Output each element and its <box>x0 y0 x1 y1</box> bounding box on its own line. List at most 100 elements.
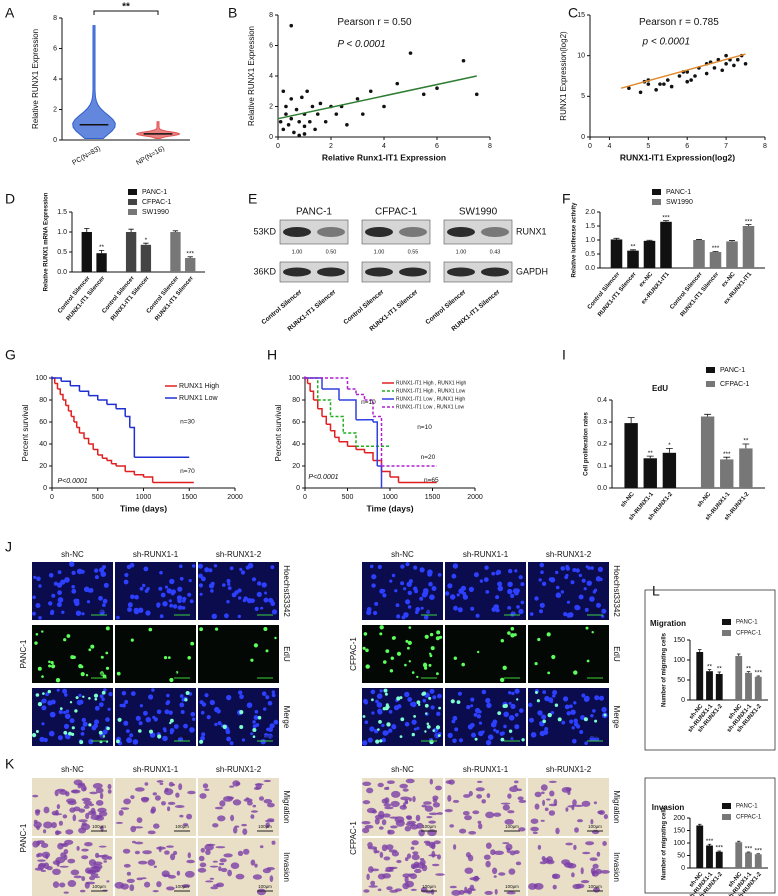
column-header: sh-RUNX1-2 <box>216 765 262 774</box>
cell-dot <box>159 570 163 575</box>
error-bar <box>98 250 105 254</box>
cell-dot <box>94 719 99 725</box>
bar <box>706 671 713 700</box>
cell-dot <box>32 595 36 600</box>
cell-dot <box>253 715 259 720</box>
cell-dot <box>573 718 578 723</box>
cell-blob <box>232 780 240 787</box>
cell-blob <box>591 870 595 877</box>
error-bar <box>736 840 741 843</box>
cell-dot <box>102 734 106 738</box>
cell-blob <box>459 828 467 834</box>
cell-blob <box>186 859 195 864</box>
blot-band <box>317 227 345 237</box>
bar <box>140 244 152 272</box>
cell-dot <box>261 582 267 588</box>
protein-label: GAPDH <box>516 266 548 276</box>
cell-blob <box>589 857 598 861</box>
cell-blob <box>428 820 437 824</box>
cell-dot <box>400 717 405 722</box>
cell-blob <box>419 859 426 866</box>
y-axis-label: Percent survival <box>21 404 30 461</box>
cell-dot <box>426 725 431 729</box>
error-bar <box>704 413 712 417</box>
cell-blob <box>561 787 571 793</box>
cell-blob <box>408 797 412 802</box>
cell-dot <box>148 694 154 700</box>
cell-dot <box>570 709 576 715</box>
cell-blob <box>444 809 453 813</box>
cell-blob <box>421 864 428 872</box>
cell-dot <box>508 715 515 721</box>
cell-dot <box>181 697 186 702</box>
cell-dot <box>179 694 184 698</box>
error-bar <box>665 448 673 453</box>
cell-blob <box>539 861 547 865</box>
cell-dot <box>457 607 463 613</box>
cell-blob <box>362 800 371 805</box>
scale-label: 100μm <box>588 608 602 613</box>
cell-blob <box>134 787 145 792</box>
cell-dot <box>424 730 427 733</box>
cell-blob <box>532 831 538 835</box>
cell-dot <box>365 664 370 669</box>
point <box>294 107 299 112</box>
cell-blob <box>223 853 233 858</box>
cell-dot <box>508 729 513 733</box>
cell-dot <box>56 688 60 692</box>
cell-dot <box>240 570 246 575</box>
y-tick-label: 0.5 <box>57 249 67 256</box>
x-tick-label: 1000 <box>382 494 398 501</box>
cell-dot <box>168 710 173 715</box>
cell-dot <box>426 722 430 726</box>
cell-blob <box>170 853 176 861</box>
cell-dot <box>264 591 268 595</box>
point <box>334 112 339 116</box>
cell-blob <box>43 821 53 829</box>
cell-dot <box>408 626 412 629</box>
cell-blob <box>36 825 40 831</box>
cell-blob <box>56 804 61 810</box>
cell-blob <box>107 783 112 790</box>
scale-label: 100μm <box>505 608 519 613</box>
cell-blob <box>118 810 124 816</box>
cell-blob <box>219 862 225 866</box>
cell-dot <box>563 612 568 617</box>
cell-blob <box>477 820 482 824</box>
cell-blob <box>424 805 434 812</box>
point <box>345 123 349 127</box>
y-axis-label: Number of migrating cells <box>662 632 668 707</box>
cell-dot <box>496 569 502 575</box>
cell-dot <box>534 662 538 666</box>
cell-dot <box>405 562 410 567</box>
cell-dot <box>86 600 91 604</box>
column-header: sh-RUNX1-1 <box>133 765 179 774</box>
cell-dot <box>470 704 474 708</box>
cell-dot <box>165 701 170 706</box>
cell-blob <box>582 851 591 855</box>
annotation: Pearson r = 0.50 <box>337 17 412 28</box>
cell-dot <box>418 703 421 706</box>
cell-dot <box>157 734 162 739</box>
cell-dot <box>108 692 113 697</box>
y-axis-label: Relative RUNX1 Expression <box>247 26 256 126</box>
cell-blob <box>541 856 546 861</box>
cell-dot <box>199 739 204 744</box>
survival-step <box>373 421 378 466</box>
cell-blob <box>212 860 218 863</box>
cell-dot <box>124 572 129 578</box>
cell-blob <box>451 889 461 896</box>
panel-letter: H <box>267 347 277 363</box>
cell-dot <box>422 698 427 703</box>
cell-blob <box>233 826 238 834</box>
cell-blob <box>515 861 522 866</box>
scale-label: 100μm <box>92 734 106 739</box>
cell-blob <box>223 796 233 802</box>
y-tick-label: 4 <box>53 76 57 83</box>
cell-blob <box>478 823 483 830</box>
cell-dot <box>411 671 415 674</box>
point <box>638 90 643 95</box>
cell-blob <box>217 815 226 822</box>
cell-blob <box>485 860 491 868</box>
survival-step <box>79 390 90 396</box>
